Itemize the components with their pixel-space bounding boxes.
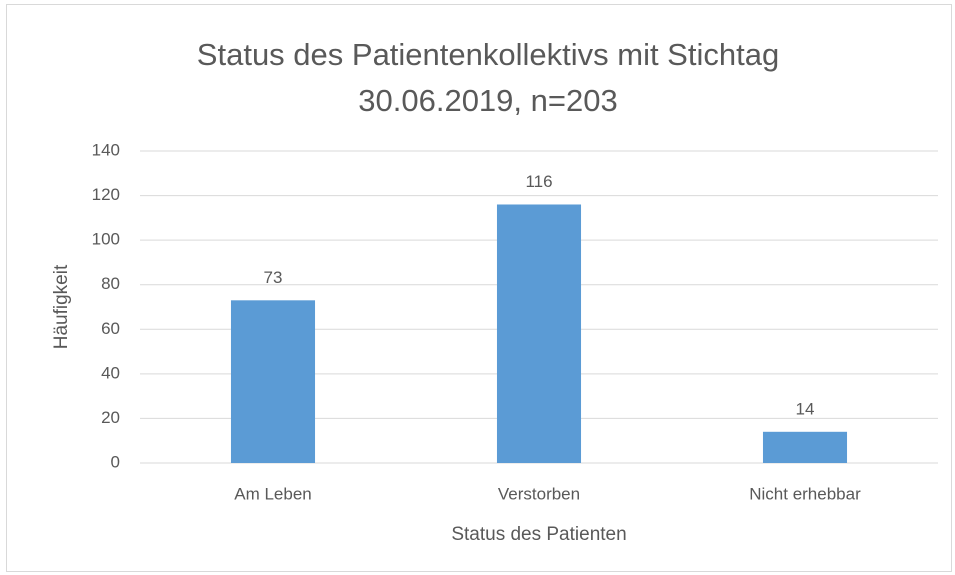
bar xyxy=(230,300,316,463)
data-label: 116 xyxy=(525,172,552,191)
x-tick-label: Am Leben xyxy=(234,484,312,503)
data-label: 73 xyxy=(264,268,283,287)
x-tick-label: Verstorben xyxy=(498,484,580,503)
y-tick-label: 80 xyxy=(101,274,120,293)
y-tick-label: 0 xyxy=(111,452,120,471)
y-tick-label: 60 xyxy=(101,319,120,338)
y-tick-label: 120 xyxy=(92,185,120,204)
y-axis-label: Häufigkeit xyxy=(51,264,72,349)
chart-title: Status des Patientenkollektivs mit Stich… xyxy=(196,37,780,118)
x-tick-label: Nicht erhebbar xyxy=(749,484,861,503)
y-tick-label: 20 xyxy=(101,408,120,427)
y-tick-label: 100 xyxy=(92,230,120,249)
data-label: 14 xyxy=(796,399,815,418)
bar xyxy=(762,431,848,463)
chart-border xyxy=(6,4,952,572)
x-axis-label: Status des Patienten xyxy=(451,524,626,545)
y-tick-label: 40 xyxy=(101,363,120,382)
y-tick-label: 140 xyxy=(92,140,120,159)
bar xyxy=(496,204,582,463)
